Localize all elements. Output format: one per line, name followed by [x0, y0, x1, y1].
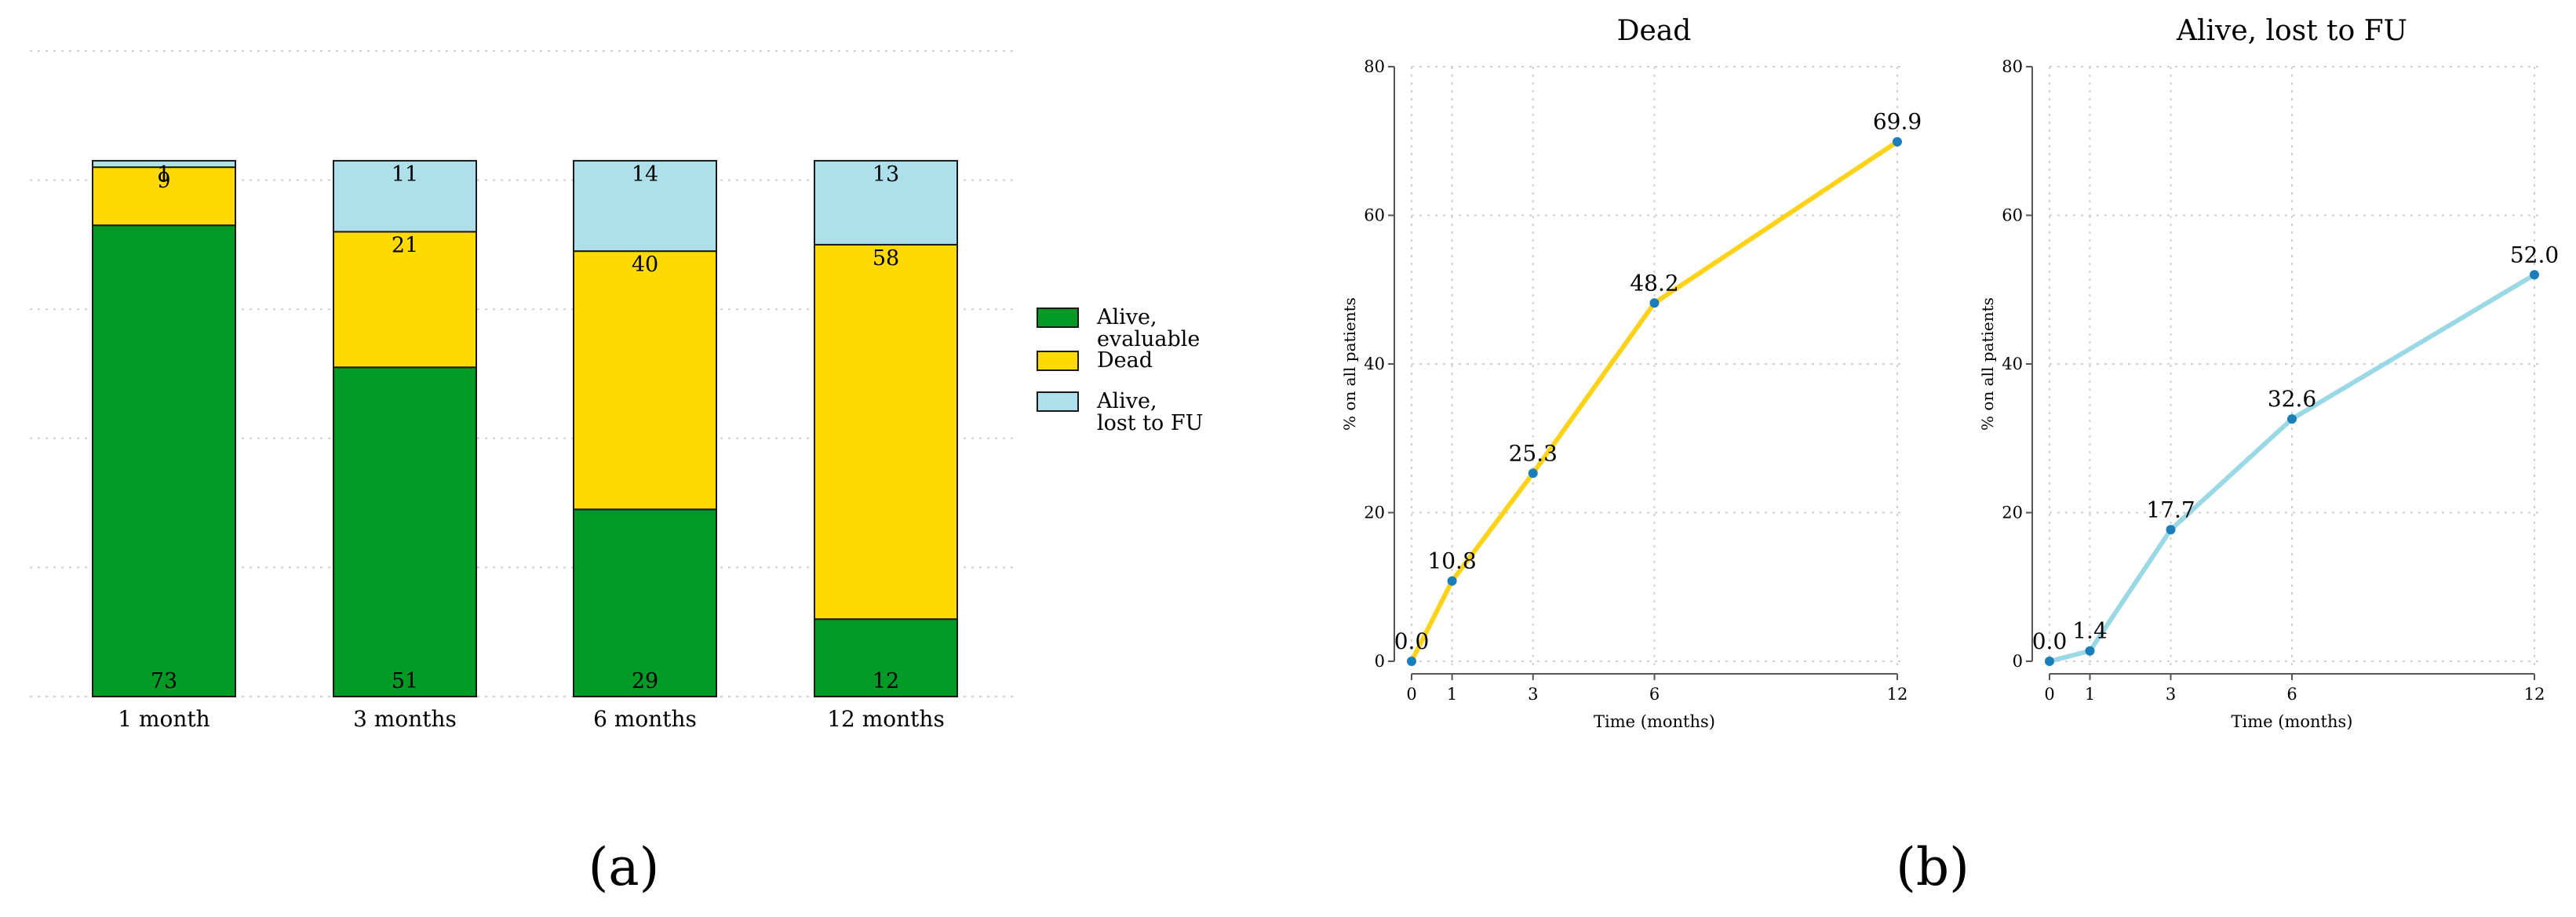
data-label: 1 [157, 162, 170, 187]
x-tick-label: 12 months [827, 706, 945, 732]
y-axis-label: % on all patients [1340, 297, 1359, 431]
x-tick-label: 12 [2524, 685, 2545, 704]
data-label: 73 [151, 669, 177, 693]
bar-segment [333, 159, 477, 233]
panel-label-b: (b) [1896, 837, 1969, 897]
x-tick-label: 6 months [593, 706, 697, 732]
y-tick-label: 80 [2002, 57, 2023, 76]
y-tick-label: 20 [1364, 504, 1385, 522]
stacked-bar-chart: 73 91 1 month 51 21 11 3 months 29 40 14 6 months 1… [30, 50, 1016, 732]
data-point [1649, 298, 1660, 308]
y-tick-label: 80 [1364, 57, 1385, 76]
x-tick-label: 3 [2166, 685, 2176, 704]
legend-swatch [1037, 307, 1079, 328]
bar-segment [92, 159, 236, 169]
x-axis-label: Time (months) [2232, 712, 2353, 731]
y-tick-label: 40 [2002, 355, 2023, 373]
bar-segment [573, 250, 717, 511]
data-label: 14 [632, 162, 658, 187]
data-point [1893, 136, 1902, 147]
x-tick-label: 1 month [118, 706, 210, 732]
legend-label: Alive, [1096, 305, 1157, 329]
line-chart-dead: Dead 0 20 40 60 80 0 1 3 6 12 Time (months) % on all… [1340, 15, 1922, 731]
data-point [1528, 468, 1538, 479]
data-label: 1.4 [2072, 618, 2108, 644]
x-tick-label: 0 [1406, 685, 1416, 704]
data-label: 58 [873, 246, 899, 271]
y-tick-label: 60 [2002, 206, 2023, 225]
bar-segment [573, 508, 717, 698]
legend-label: Dead [1097, 348, 1153, 373]
x-tick-label: 12 [1887, 685, 1908, 704]
bar-segment [814, 243, 958, 620]
x-tick-label: 0 [2044, 685, 2054, 704]
x-tick-label: 3 [1528, 685, 1538, 704]
bar-segment [333, 366, 477, 697]
data-label: 51 [392, 669, 418, 693]
data-label: 21 [392, 233, 418, 257]
data-label: 29 [632, 669, 658, 693]
y-axis-label: % on all patients [1978, 297, 1997, 431]
bar-segment [92, 224, 236, 697]
data-label: 69.9 [1873, 109, 1922, 135]
bar-segment [573, 159, 717, 253]
legend-swatch [1037, 391, 1079, 412]
bar-segment [92, 166, 236, 227]
legend-swatch [1037, 351, 1079, 371]
data-point [2287, 414, 2297, 424]
x-tick-label: 6 [1649, 685, 1660, 704]
y-tick-label: 20 [2002, 504, 2023, 522]
data-label: 17.7 [2146, 497, 2195, 522]
bar-segment [333, 231, 477, 369]
x-axis-label: Time (months) [1594, 712, 1715, 731]
data-label: 52.0 [2510, 242, 2559, 267]
data-label: 12 [873, 669, 899, 693]
data-label: 32.6 [2268, 386, 2316, 412]
x-tick-label: 6 [2286, 685, 2297, 704]
data-point [2530, 270, 2539, 280]
data-point [1447, 576, 1457, 586]
data-label: 11 [392, 162, 418, 187]
y-tick-label: 0 [2013, 652, 2023, 671]
data-label: 13 [873, 162, 899, 187]
y-tick-label: 0 [1375, 652, 1385, 671]
data-point [1407, 657, 1416, 666]
chart-title: Dead [1617, 15, 1692, 47]
x-tick-label: 1 [2085, 685, 2095, 704]
x-tick-label: 3 months [353, 706, 457, 732]
data-label: 40 [632, 253, 658, 277]
legend-label: Alive, [1096, 389, 1157, 413]
data-label: 48.2 [1630, 270, 1678, 296]
x-tick-label: 1 [1447, 685, 1457, 704]
chart-title: Alive, lost to FU [2176, 15, 2407, 47]
legend-label: lost to FU [1097, 411, 1203, 435]
data-label: 0.0 [2032, 628, 2068, 654]
legend-label: evaluable [1097, 327, 1200, 351]
series-line [1409, 139, 1900, 664]
line-chart-lost-to-fu: Alive, lost to FU 0 20 40 60 80 0 1 3 6 12 Time (mo… [1978, 15, 2559, 731]
data-point [2166, 525, 2176, 535]
y-tick-label: 40 [1364, 355, 1385, 373]
bar-segment [814, 159, 958, 246]
data-label: 0.0 [1394, 628, 1430, 654]
data-point [2085, 646, 2095, 656]
y-tick-label: 60 [1364, 206, 1385, 225]
data-label: 10.8 [1427, 548, 1476, 574]
data-point [2045, 657, 2054, 666]
data-label: 25.3 [1509, 440, 1558, 466]
data-label: 9 [157, 169, 170, 193]
panel-label-a: (a) [588, 837, 660, 897]
